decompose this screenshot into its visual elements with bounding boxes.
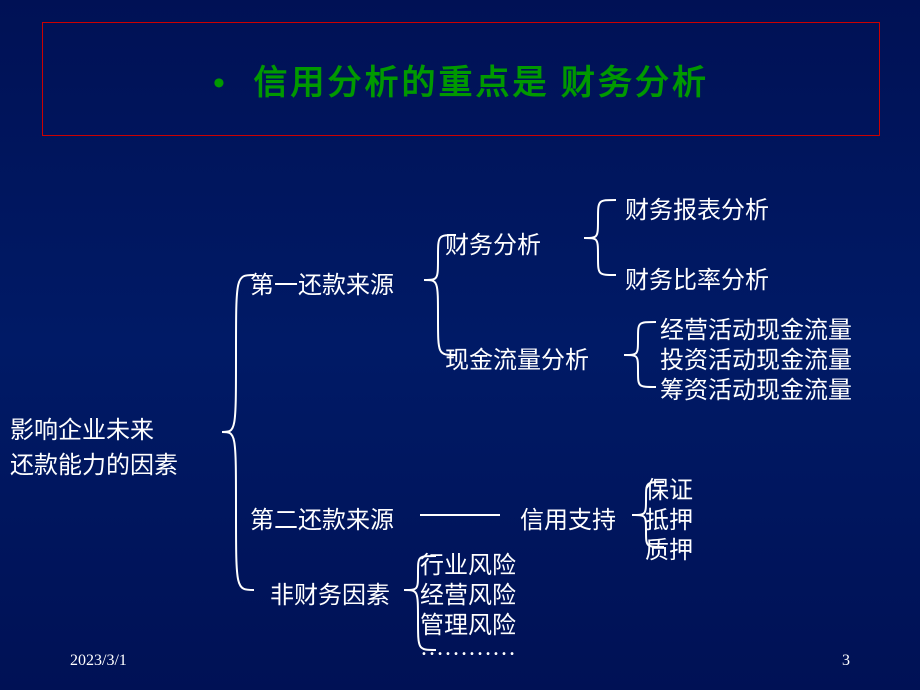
brace-credit [626,0,666,690]
node-cash-analysis: 现金流量分析 [445,340,589,375]
title-box: • 信用分析的重点是 财务分析 [42,22,880,136]
footer-page: 3 [842,652,850,670]
brace-root [216,0,256,690]
connector-line [420,514,500,516]
footer-date: 2023/3/1 [70,652,127,670]
node-second-source: 第二还款来源 [250,500,394,535]
node-first-source: 第一还款来源 [250,265,394,300]
root-line1: 影响企业未来 [10,410,178,445]
root-line2: 还款能力的因素 [10,445,178,480]
brace-fin [578,0,618,690]
brace-nonfin [398,0,438,690]
node-fin-analysis: 财务分析 [445,225,541,260]
node-fin-cash: 筹资活动现金流量 [660,370,852,405]
root-label: 影响企业未来 还款能力的因素 [10,410,178,480]
node-nonfin: 非财务因素 [270,575,390,610]
slide: • 信用分析的重点是 财务分析 影响企业未来 还款能力的因素 第一还款来源第二还… [0,0,920,690]
